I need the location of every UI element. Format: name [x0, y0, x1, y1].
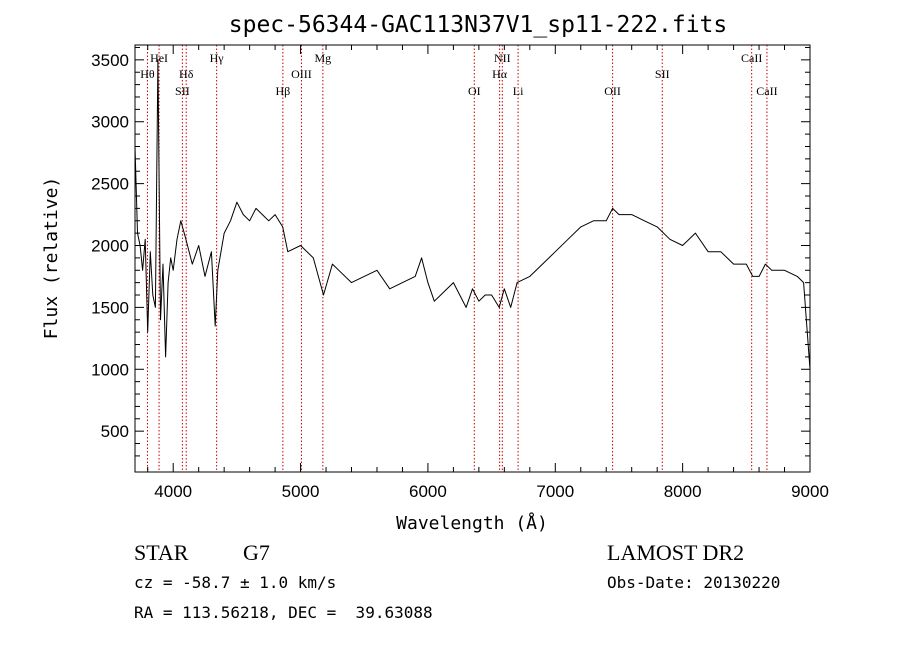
line-label-9: NII	[494, 51, 511, 65]
axis-ticks: 4000 5000 6000 7000 8000 9000 500 1000 1500 2000 2…	[91, 45, 829, 501]
spectrum-line-0	[134, 59, 811, 370]
line-label-3: SII	[175, 84, 190, 98]
line-label-4: Hγ	[210, 51, 225, 65]
x-axis-label: Wavelength (Å)	[396, 512, 548, 534]
x-tick-label-0: 4000	[154, 482, 192, 501]
line-label-13: SII	[655, 67, 670, 81]
line-label-0: Hθ	[140, 67, 155, 81]
line-label-2: Hδ	[179, 67, 194, 81]
y-tick-label-0: 500	[101, 422, 129, 441]
y-tick-label-3: 2000	[91, 237, 129, 256]
y-axis-label: Flux (relative)	[41, 177, 62, 340]
object-subclass: G7	[243, 540, 270, 565]
line-label-15: CaII	[756, 84, 777, 98]
y-tick-label-2: 1500	[91, 298, 129, 317]
plot-frame	[134, 44, 811, 473]
chart-title: spec-56344-GAC113N37V1_sp11-222.fits	[229, 12, 728, 38]
line-label-6: OIII	[291, 67, 312, 81]
redshift-velocity: cz = -58.7 ± 1.0 km/s	[134, 573, 337, 592]
line-label-12: OII	[604, 84, 621, 98]
y-tick-label-4: 2500	[91, 175, 129, 194]
line-label-10: Hα	[492, 67, 508, 81]
x-tick-label-3: 7000	[536, 482, 574, 501]
line-label-5: Hβ	[275, 84, 290, 98]
line-label-1: HeI	[150, 51, 168, 65]
x-tick-label-5: 9000	[791, 482, 829, 501]
x-tick-label-4: 8000	[664, 482, 702, 501]
x-tick-label-2: 6000	[409, 482, 447, 501]
y-tick-label-5: 3000	[91, 113, 129, 132]
observation-date: Obs-Date: 20130220	[607, 573, 781, 592]
y-tick-label-1: 1000	[91, 360, 129, 379]
sky-coordinates: RA = 113.56218, DEC = 39.63088	[134, 603, 433, 622]
line-label-8: OI	[468, 84, 481, 98]
line-label-7: Mg	[315, 51, 332, 65]
object-class: STAR	[134, 540, 189, 565]
line-label-11: Li	[513, 84, 524, 98]
survey-name: LAMOST DR2	[607, 540, 745, 565]
x-tick-label-1: 5000	[282, 482, 320, 501]
y-tick-label-6: 3500	[91, 51, 129, 70]
line-label-14: CaII	[741, 51, 762, 65]
spectrum-series	[134, 59, 811, 370]
